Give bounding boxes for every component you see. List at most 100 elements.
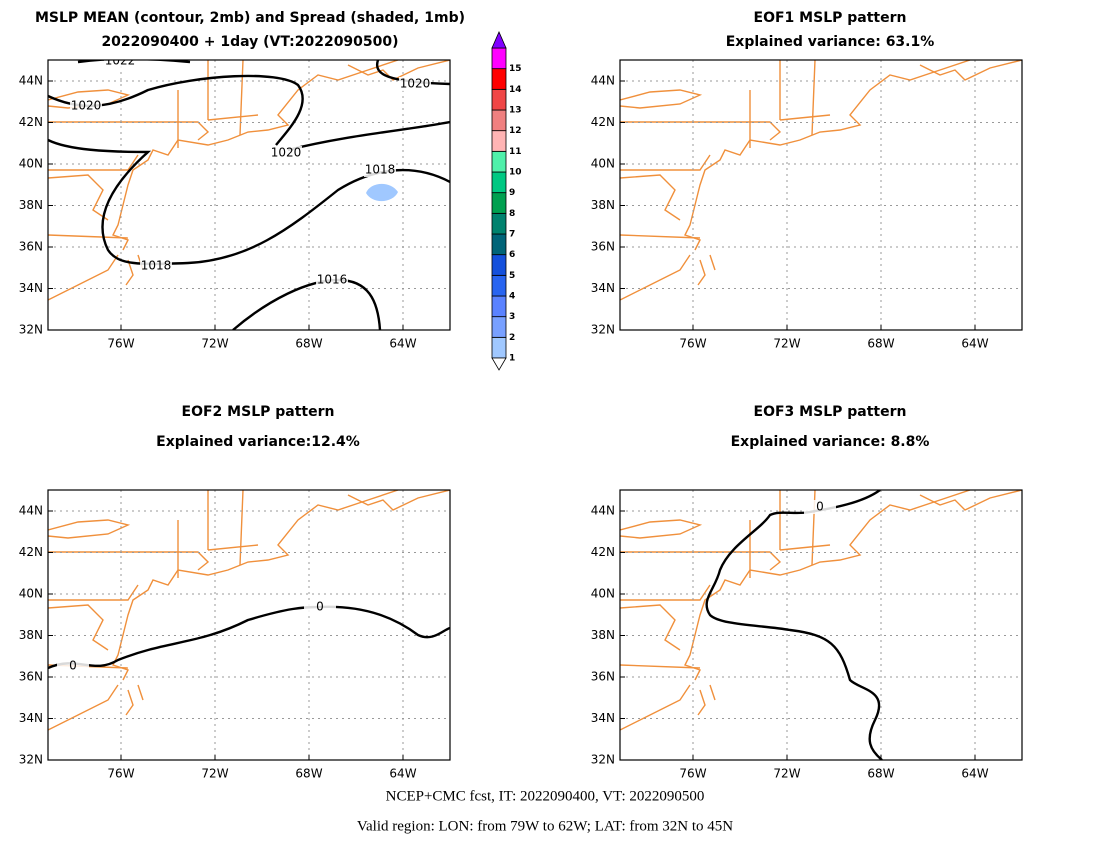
y-tick-label: 32N: [591, 753, 615, 767]
contour-line: [77, 60, 191, 64]
x-tick-label: 68W: [295, 337, 322, 351]
y-tick-label: 44N: [591, 504, 615, 518]
contour-label-bg: [304, 600, 336, 614]
coastline: [620, 490, 1022, 731]
coastline: [620, 60, 1022, 301]
map-area: 0: [620, 490, 1022, 760]
y-tick-label: 42N: [19, 545, 43, 559]
y-tick-label: 34N: [19, 711, 43, 725]
colorbar-label: 11: [509, 147, 522, 157]
x-tick-label: 64W: [389, 767, 416, 781]
contour-label-bg: [316, 273, 348, 287]
x-tick-label: 72W: [773, 767, 800, 781]
y-tick-label: 44N: [19, 504, 43, 518]
contour-label: 1020: [271, 146, 302, 160]
colorbar-box: [491, 212, 507, 235]
y-tick-label: 36N: [19, 240, 43, 254]
panel-title: Explained variance: 8.8%: [731, 434, 930, 450]
contour-label: 0: [816, 500, 824, 514]
y-tick-label: 38N: [19, 198, 43, 212]
colorbar-box: [491, 68, 507, 90]
colorbar-box: [491, 192, 507, 214]
map-frame: [47, 59, 451, 331]
colorbar-label: 15: [509, 64, 522, 74]
colorbar-label: 7: [509, 230, 515, 240]
footer-line: NCEP+CMC fcst, IT: 2022090400, VT: 20220…: [386, 788, 705, 804]
map-area: 1022 1020 1020 1020 1018 1018 1016: [48, 54, 450, 330]
footer-line: Valid region: LON: from 79W to 62W; LAT:…: [357, 818, 733, 834]
y-tick-label: 36N: [591, 670, 615, 684]
x-tick-label: 76W: [679, 767, 706, 781]
colorbar-label: 3: [509, 312, 515, 322]
panel-title: Explained variance:12.4%: [156, 434, 360, 450]
colorbar-label: 10: [509, 168, 522, 178]
x-tick-label: 68W: [867, 337, 894, 351]
colorbar-label: 9: [509, 188, 515, 198]
colorbar-label: 12: [509, 126, 522, 136]
y-tick-label: 42N: [19, 115, 43, 129]
contour-label: 1018: [365, 163, 396, 177]
map-frame: [619, 489, 1023, 761]
colorbar-box: [491, 336, 507, 359]
colorbar-label: 1: [509, 354, 515, 364]
contour-line: [48, 605, 450, 670]
map-frame: [47, 489, 451, 761]
contour-label: 1020: [71, 99, 102, 113]
colorbar-label: 13: [509, 106, 522, 116]
colorbar-label: 5: [509, 271, 515, 281]
colorbar-box: [491, 130, 507, 152]
colorbar-box: [491, 47, 507, 70]
y-tick-label: 40N: [591, 157, 615, 171]
colorbar-box: [491, 233, 507, 256]
panel-title: 2022090400 + 1day (VT:2022090500): [101, 34, 398, 50]
contour-line: [232, 278, 382, 330]
y-tick-label: 44N: [19, 74, 43, 88]
map-area: [620, 60, 1022, 330]
colorbar-label: 6: [509, 250, 515, 260]
colorbar-box: [491, 88, 507, 111]
contour-label-bg: [70, 99, 102, 113]
y-tick-label: 34N: [591, 711, 615, 725]
panel-title: EOF2 MSLP pattern: [182, 404, 335, 420]
x-tick-label: 76W: [679, 337, 706, 351]
colorbar-arrow: [491, 357, 507, 371]
x-tick-label: 72W: [201, 337, 228, 351]
map-panel: 32N 34N 36N 38N 40N 42N 44N 76W 72W 68W 64W: [591, 59, 1023, 351]
x-tick-label: 64W: [961, 767, 988, 781]
y-tick-label: 38N: [19, 628, 43, 642]
colorbar-box: [491, 254, 507, 276]
colorbar-box: [491, 295, 507, 318]
panel-title: Explained variance: 63.1%: [726, 34, 935, 50]
contour-label: 0: [316, 600, 324, 614]
contour-label-bg: [104, 60, 136, 68]
y-tick-label: 34N: [591, 281, 615, 295]
panel-title: EOF3 MSLP pattern: [754, 404, 907, 420]
coastline: [48, 490, 450, 731]
map-area: 00: [48, 490, 450, 760]
y-tick-label: 32N: [19, 323, 43, 337]
y-tick-label: 42N: [591, 545, 615, 559]
colorbar-box: [491, 171, 507, 194]
colorbar-box: [491, 109, 507, 132]
y-tick-label: 36N: [19, 670, 43, 684]
colorbar-arrow: [491, 31, 507, 49]
y-tick-label: 36N: [591, 240, 615, 254]
y-tick-label: 34N: [19, 281, 43, 295]
y-tick-label: 38N: [591, 628, 615, 642]
map-panel: 0 32N 34N 36N 38N 40N 42N 44N 76W 72W 68W 64W: [591, 489, 1023, 781]
contour-line: [705, 490, 883, 760]
x-tick-label: 64W: [961, 337, 988, 351]
x-tick-label: 64W: [389, 337, 416, 351]
panels: 102210201020102010181018101632N34N36N38N…: [19, 54, 1023, 781]
contour-label-bg: [140, 259, 172, 273]
contour-label: 0: [69, 659, 77, 673]
x-tick-label: 76W: [107, 337, 134, 351]
y-tick-label: 40N: [19, 157, 43, 171]
y-tick-label: 44N: [591, 74, 615, 88]
contour-label: 1022: [105, 54, 136, 68]
panel-title: EOF1 MSLP pattern: [754, 10, 907, 26]
y-tick-label: 32N: [591, 323, 615, 337]
